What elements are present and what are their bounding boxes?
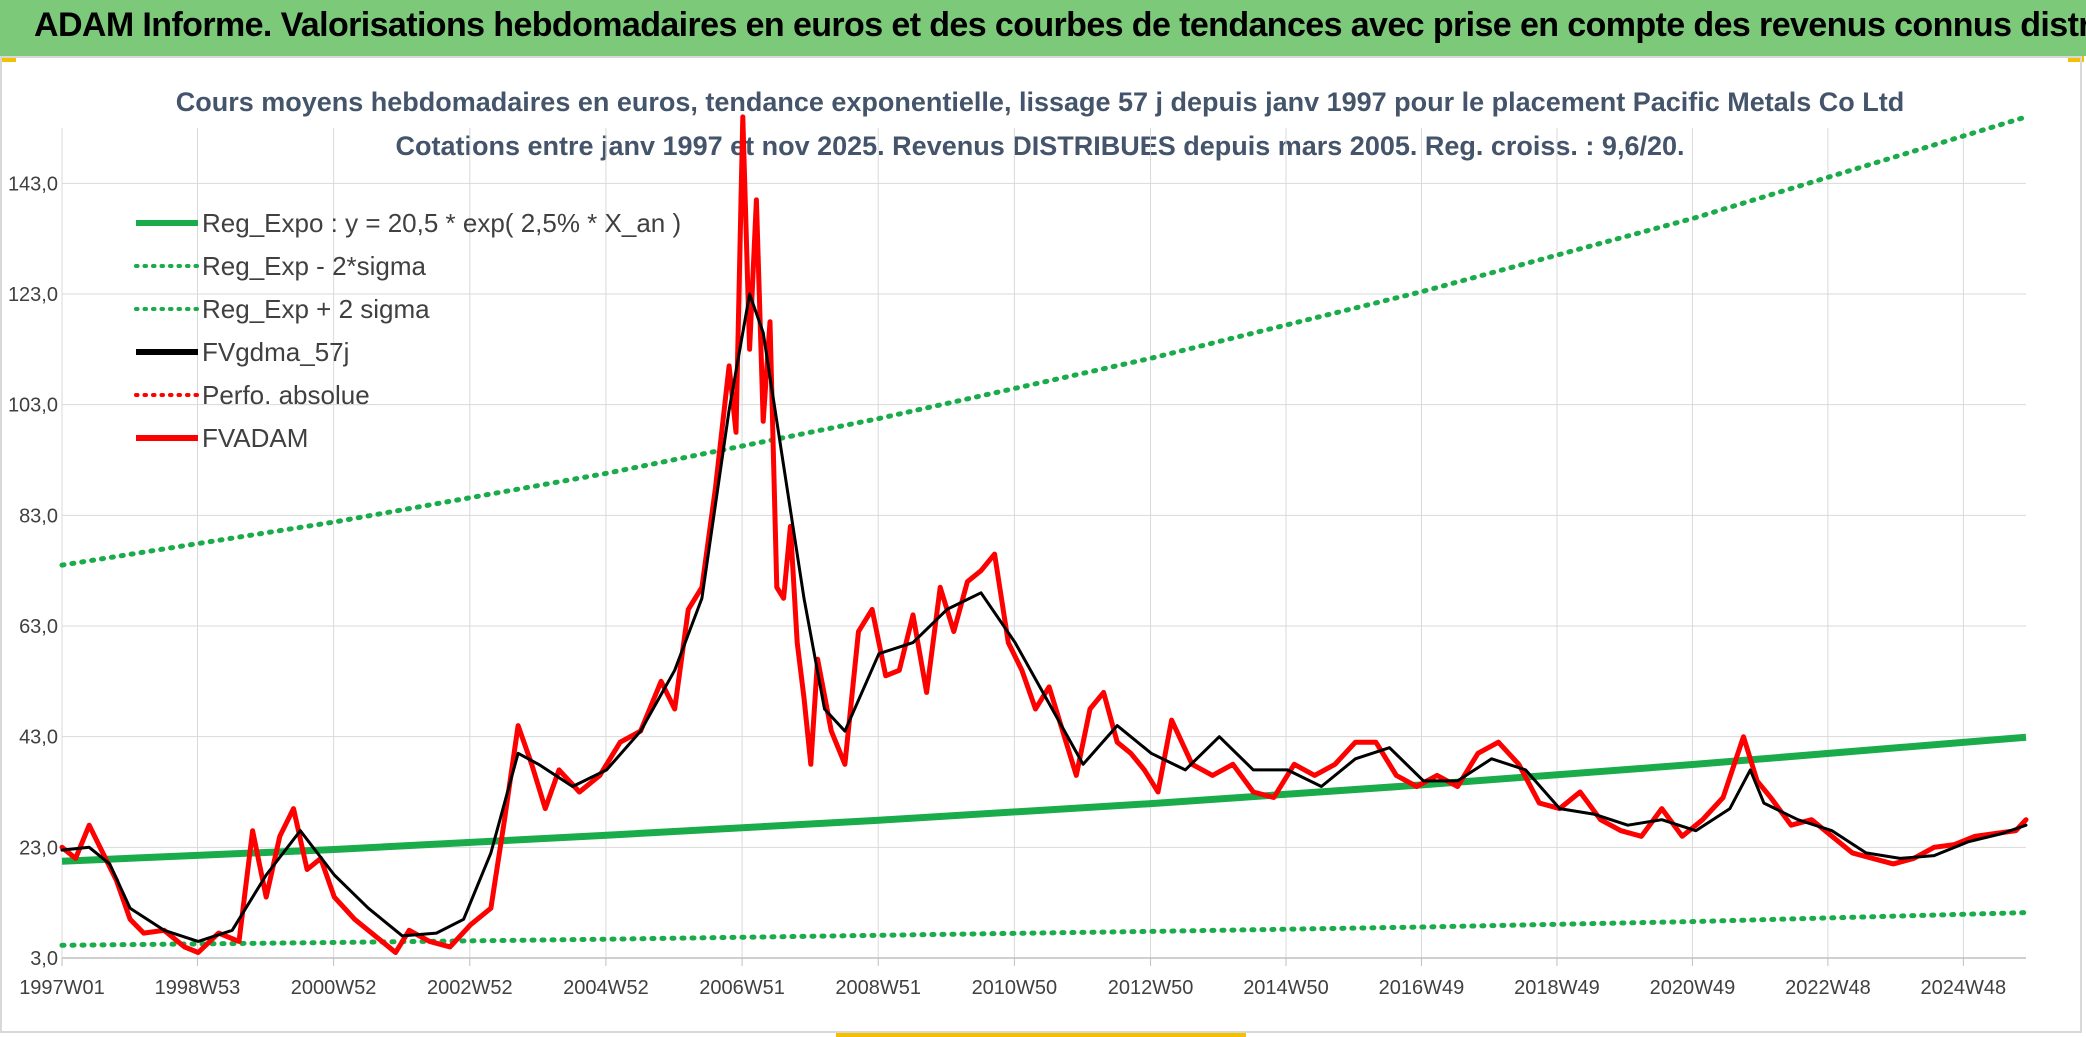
series-reg-expo xyxy=(61,733,2027,865)
y-tick-label: 143,0 xyxy=(8,173,58,195)
series-fvgdma-57j xyxy=(60,292,2028,943)
corner-marker-top-left xyxy=(0,56,16,62)
legend-label: FVgdma_57j xyxy=(202,337,349,367)
x-tick-label: 2000W52 xyxy=(291,977,377,999)
x-tick-label: 2024W48 xyxy=(1921,977,2007,999)
page-title: ADAM Informe. Valorisations hebdomadaire… xyxy=(34,6,2086,44)
x-tick-label: 2014W50 xyxy=(1243,977,1329,999)
legend: Reg_Expo : y = 20,5 * exp( 2,5% * X_an )… xyxy=(134,208,681,453)
legend-label: Reg_Exp + 2 sigma xyxy=(202,294,430,324)
chart-title: Cours moyens hebdomadaires en euros, ten… xyxy=(176,87,1905,117)
series-reg-minus-2sigma xyxy=(59,910,2029,948)
y-tick-label: 3,0 xyxy=(30,948,58,970)
chart-frame xyxy=(0,56,2082,1033)
x-tick-label: 2018W49 xyxy=(1514,977,1600,999)
legend-label: Reg_Exp - 2*sigma xyxy=(202,251,427,281)
y-axis: 3,0 23,0 43,0 63,0 83,0 103,0 123,0 143,0 xyxy=(8,173,58,970)
legend-label: Perfo. absolue xyxy=(202,380,370,410)
y-tick-label: 63,0 xyxy=(19,616,58,638)
y-tick-label: 103,0 xyxy=(8,395,58,417)
x-tick-label: 2008W51 xyxy=(835,977,921,999)
legend-label: Reg_Expo : y = 20,5 * exp( 2,5% * X_an ) xyxy=(202,208,681,238)
legend-label: FVADAM xyxy=(202,423,308,453)
x-tick-label: 2022W48 xyxy=(1785,977,1871,999)
x-tick-label: 1998W53 xyxy=(155,977,241,999)
x-tick-label: 2010W50 xyxy=(972,977,1058,999)
y-tick-label: 123,0 xyxy=(8,284,58,306)
x-axis: 1997W01 1998W53 2000W52 2002W52 2004W52 2006W… xyxy=(19,957,2026,999)
chart-subtitle: Cotations entre janv 1997 et nov 2025. R… xyxy=(395,131,1684,161)
x-tick-label: 2006W51 xyxy=(699,977,785,999)
series-reg-plus-2sigma xyxy=(59,114,2029,568)
series-fvadam xyxy=(59,114,2029,955)
y-tick-label: 43,0 xyxy=(19,727,58,749)
y-tick-label: 83,0 xyxy=(19,505,58,527)
x-tick-label: 2004W52 xyxy=(563,977,649,999)
title-banner: ADAM Informe. Valorisations hebdomadaire… xyxy=(0,0,2086,56)
x-tick-label: 2002W52 xyxy=(427,977,513,999)
x-tick-label: 1997W01 xyxy=(19,977,105,999)
x-tick-label: 2020W49 xyxy=(1650,977,1736,999)
x-tick-label: 2016W49 xyxy=(1379,977,1465,999)
series-layer xyxy=(59,114,2029,955)
x-tick-label: 2012W50 xyxy=(1108,977,1194,999)
y-tick-label: 23,0 xyxy=(19,837,58,859)
corner-marker-bottom-center xyxy=(836,1031,1246,1037)
corner-marker-top-right xyxy=(2068,56,2084,62)
